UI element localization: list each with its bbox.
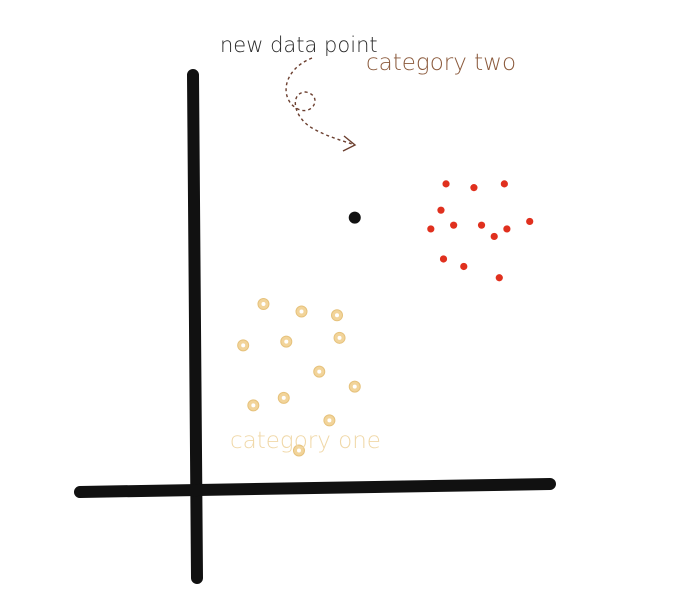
category-two-point-8 <box>427 225 435 233</box>
category-two-point-12 <box>495 274 503 282</box>
category-two-point-6 <box>503 225 511 233</box>
category-two-point-10 <box>439 255 448 263</box>
category-one-point-center-5 <box>337 335 342 340</box>
category-two-point-5 <box>477 221 486 229</box>
category-one-label: category one <box>230 428 381 454</box>
arrow-path <box>285 57 353 145</box>
category-one-point-center-4 <box>284 339 289 344</box>
category-two-point-11 <box>460 262 468 271</box>
new-data-point <box>348 211 361 224</box>
category-two-point-0 <box>442 180 450 188</box>
arrowhead-icon <box>342 135 357 152</box>
category-two-point-3 <box>437 206 445 214</box>
category-two-point-9 <box>490 232 498 241</box>
y-axis <box>187 69 203 584</box>
category-two-point-7 <box>526 217 534 226</box>
category-two-point-4 <box>450 221 458 229</box>
points-layer <box>237 180 534 457</box>
category-one-point-center-8 <box>251 403 256 408</box>
category-two-label: category two <box>366 50 516 76</box>
category-two-point-1 <box>470 184 478 192</box>
category-one-point-center-0 <box>261 302 266 307</box>
category-one-point-center-6 <box>317 369 322 374</box>
category-one-point-center-9 <box>281 395 286 400</box>
category-one-point-center-3 <box>241 343 246 348</box>
x-axis <box>74 478 556 498</box>
category-one-point-center-2 <box>335 313 339 318</box>
category-one-point-center-11 <box>296 448 301 453</box>
category-one-point-center-7 <box>352 384 357 389</box>
category-one-point-center-10 <box>327 418 332 423</box>
category-two-point-2 <box>500 180 508 188</box>
category-one-point-center-1 <box>299 309 304 314</box>
new-data-point-label: new data point <box>220 33 378 57</box>
